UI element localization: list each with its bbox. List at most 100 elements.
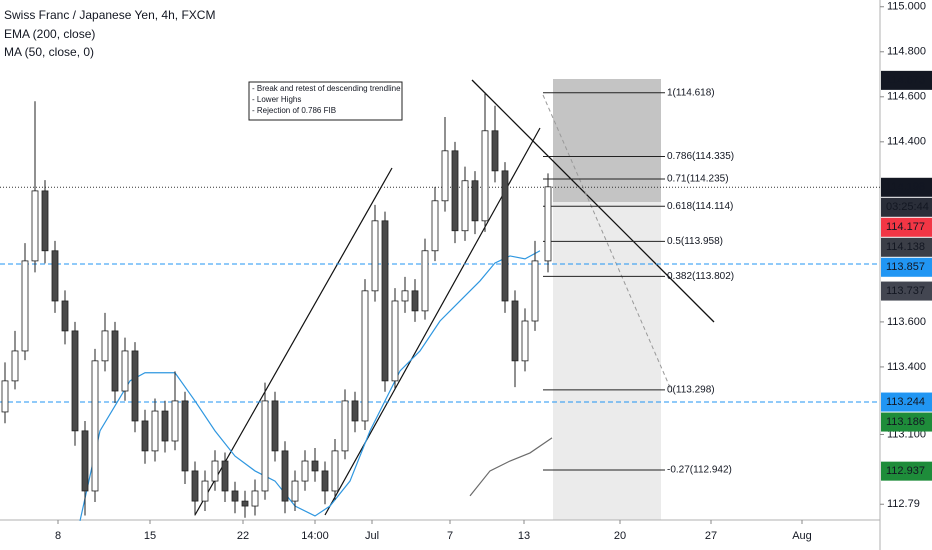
price-tag-label: 113.737 bbox=[886, 285, 925, 297]
candle-body bbox=[101, 330, 109, 362]
candle-body bbox=[211, 460, 219, 482]
x-tick-label: 14:00 bbox=[301, 530, 329, 542]
price-tag-label: 112.937 bbox=[886, 465, 925, 477]
x-tick-label: 20 bbox=[614, 530, 626, 542]
candle-body bbox=[181, 400, 189, 472]
candle-body bbox=[161, 410, 169, 442]
price-tag bbox=[881, 461, 932, 481]
y-tick-label: 112.79 bbox=[887, 498, 920, 510]
candle-body bbox=[511, 300, 519, 362]
candle-body bbox=[521, 320, 529, 362]
risk-zone bbox=[553, 79, 661, 202]
legend-entry: MA (50, close, 0) bbox=[4, 45, 94, 59]
trendlines bbox=[194, 79, 715, 516]
price-tag bbox=[881, 412, 932, 432]
position-box bbox=[553, 79, 661, 520]
candle-body bbox=[21, 260, 29, 352]
annotation-box: - Break and retest of descending trendli… bbox=[248, 81, 403, 121]
candle-body bbox=[381, 220, 389, 382]
price-tag-label: 113.857 bbox=[886, 261, 925, 273]
price-tag-label: 114.138 bbox=[886, 241, 925, 253]
x-tick-label: Jul bbox=[365, 530, 379, 542]
y-tick-label: 115.000 bbox=[887, 1, 926, 13]
legend-entry: EMA (200, close) bbox=[4, 27, 95, 41]
annotation-text: - Rejection of 0.786 FIB bbox=[252, 106, 336, 115]
x-tick-label: 7 bbox=[447, 530, 453, 542]
price-tag bbox=[881, 237, 932, 257]
candle-body bbox=[81, 430, 89, 492]
candle-body bbox=[291, 480, 299, 502]
candle-body bbox=[311, 460, 319, 472]
candle-body bbox=[111, 330, 119, 392]
candle-body bbox=[431, 200, 439, 252]
candle-body bbox=[251, 490, 259, 507]
candle-body bbox=[141, 420, 149, 452]
price-tag-label: 03:25:44 bbox=[886, 201, 929, 213]
x-tick-label: 15 bbox=[144, 530, 156, 542]
y-tick-label: 114.400 bbox=[887, 136, 926, 148]
indicator-line bbox=[469, 437, 553, 497]
price-tag bbox=[881, 392, 932, 412]
indicator-line bbox=[79, 250, 541, 522]
descending-trendline bbox=[471, 79, 715, 323]
fib-label: 0.786(114.335) bbox=[667, 151, 734, 162]
candle-body bbox=[241, 500, 249, 507]
candle-body bbox=[491, 130, 499, 172]
candle-body bbox=[501, 170, 509, 302]
candle-body bbox=[544, 186, 552, 262]
price-tag-label: 113.186 bbox=[886, 416, 925, 428]
price-tag-label: 114.673 bbox=[886, 74, 925, 86]
price-tag-label: 114.177 bbox=[886, 221, 925, 233]
fib-label: -0.27(112.942) bbox=[667, 465, 732, 476]
fib-label: 0.382(113.802) bbox=[667, 271, 734, 282]
candle-body bbox=[201, 480, 209, 502]
candle-body bbox=[411, 290, 419, 312]
candle-body bbox=[531, 260, 539, 322]
fib-label: 0.71(114.235) bbox=[667, 174, 729, 185]
y-tick-label: 114.600 bbox=[887, 91, 926, 103]
candle-body bbox=[451, 150, 459, 232]
x-tick-label: 13 bbox=[518, 530, 530, 542]
candle-body bbox=[471, 180, 479, 222]
candle-body bbox=[421, 250, 429, 312]
candle-body bbox=[131, 350, 139, 422]
candle-body bbox=[221, 460, 229, 492]
candles bbox=[1, 92, 552, 518]
candle-body bbox=[331, 450, 339, 492]
price-tag bbox=[881, 217, 932, 237]
candle-body bbox=[271, 400, 279, 452]
candle-body bbox=[441, 150, 449, 202]
candle-body bbox=[41, 190, 49, 252]
candle-body bbox=[481, 130, 489, 222]
candle-body bbox=[171, 400, 179, 442]
candle-body bbox=[261, 400, 269, 492]
candle-body bbox=[351, 400, 359, 422]
candle-body bbox=[281, 450, 289, 502]
fib-label: 0(113.298) bbox=[667, 385, 715, 396]
y-tick-label: 113.600 bbox=[887, 316, 926, 328]
fib-label: 0.618(114.114) bbox=[667, 201, 733, 212]
reward-zone bbox=[553, 202, 661, 520]
candle-body bbox=[321, 470, 329, 492]
price-tag bbox=[881, 257, 932, 277]
x-tick-label: 27 bbox=[705, 530, 717, 542]
fib-diagonal bbox=[542, 94, 673, 393]
candle-body bbox=[391, 300, 399, 382]
candle-body bbox=[121, 350, 129, 392]
x-tick-label: 22 bbox=[237, 530, 249, 542]
price-tag bbox=[881, 281, 932, 301]
candle-body bbox=[31, 190, 39, 262]
fib-label: 1(114.618) bbox=[667, 87, 715, 98]
price-tag bbox=[881, 197, 932, 217]
x-tick-label: 8 bbox=[55, 530, 61, 542]
channel-line bbox=[194, 167, 393, 516]
candle-body bbox=[71, 330, 79, 432]
fib-label: 0.5(113.958) bbox=[667, 236, 723, 247]
price-tag-label: 114.198 bbox=[886, 181, 925, 193]
y-tick-label: 113.400 bbox=[887, 361, 926, 373]
candle-body bbox=[341, 400, 349, 452]
price-tag-label: 113.244 bbox=[886, 396, 925, 408]
candle-body bbox=[91, 360, 99, 492]
candle-body bbox=[231, 490, 239, 502]
